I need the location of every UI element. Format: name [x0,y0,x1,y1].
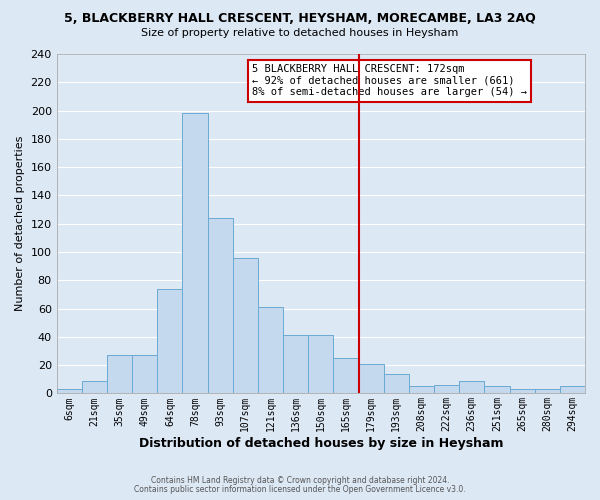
Bar [308,336,334,394]
Bar [56,389,82,394]
Bar [409,386,434,394]
Text: Contains public sector information licensed under the Open Government Licence v3: Contains public sector information licen… [134,484,466,494]
Text: 5 BLACKBERRY HALL CRESCENT: 172sqm
← 92% of detached houses are smaller (661)
8%: 5 BLACKBERRY HALL CRESCENT: 172sqm ← 92%… [252,64,527,98]
Bar [384,374,409,394]
Bar [208,218,233,394]
Bar [182,114,208,394]
Bar [509,389,535,394]
Bar [233,258,258,394]
Bar [283,336,308,394]
Bar [334,358,359,394]
Bar [82,380,107,394]
Bar [359,364,384,394]
Text: 5, BLACKBERRY HALL CRESCENT, HEYSHAM, MORECAMBE, LA3 2AQ: 5, BLACKBERRY HALL CRESCENT, HEYSHAM, MO… [64,12,536,26]
Bar [434,385,459,394]
Text: Contains HM Land Registry data © Crown copyright and database right 2024.: Contains HM Land Registry data © Crown c… [151,476,449,485]
Bar [459,380,484,394]
Text: Size of property relative to detached houses in Heysham: Size of property relative to detached ho… [142,28,458,38]
Y-axis label: Number of detached properties: Number of detached properties [15,136,25,312]
Bar [258,307,283,394]
X-axis label: Distribution of detached houses by size in Heysham: Distribution of detached houses by size … [139,437,503,450]
Bar [157,289,182,394]
Bar [535,389,560,394]
Bar [132,355,157,394]
Bar [107,355,132,394]
Bar [484,386,509,394]
Bar [560,386,585,394]
